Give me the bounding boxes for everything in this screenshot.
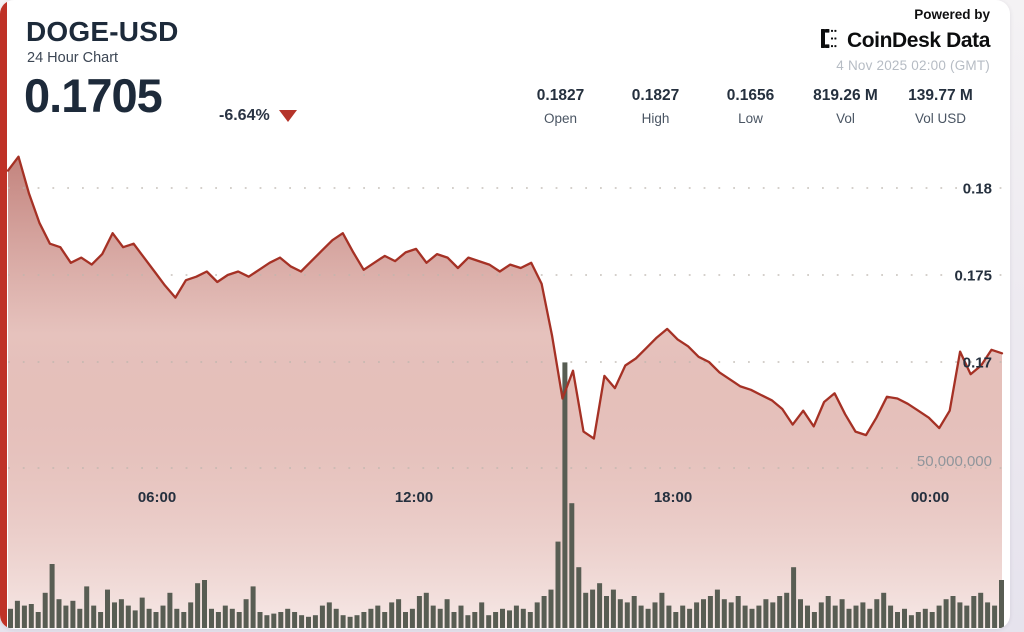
price-change: -6.64% (219, 107, 297, 125)
stat-high: 0.1827 High (608, 87, 703, 126)
stats-row: 0.1827 Open 0.1827 High 0.1656 Low 819.2… (513, 87, 988, 126)
stat-open: 0.1827 Open (513, 87, 608, 126)
stat-vol-usd-value: 139.77 M (908, 87, 973, 104)
x-axis-tick: 18:00 (654, 489, 692, 506)
stat-open-value: 0.1827 (536, 87, 585, 104)
y-axis-tick: 0.175 (954, 268, 992, 285)
chart-subtitle: 24 Hour Chart (27, 50, 119, 66)
timestamp: 4 Nov 2025 02:00 (GMT) (836, 58, 990, 73)
current-price: 0.1705 (24, 69, 163, 122)
x-axis-tick: 00:00 (911, 489, 949, 506)
stat-high-label: High (641, 111, 670, 126)
stat-low-label: Low (738, 111, 763, 126)
arrow-down-icon (278, 110, 297, 122)
stat-low-value: 0.1656 (726, 87, 775, 104)
provider-name: CoinDesk Data (846, 29, 990, 52)
chart-canvas[interactable]: 0.18 0.175 0.17 50,000,000 06:00 12:00 18:00 00… (0, 140, 1010, 629)
x-axis-tick: 06:00 (138, 489, 176, 506)
page-title: DOGE-USD (26, 16, 179, 47)
price-change-percent: -6.64% (219, 107, 270, 124)
volume-axis-tick: 50,000,000 (917, 453, 992, 470)
stat-low: 0.1656 Low (703, 87, 798, 126)
stat-vol-label: Vol (836, 111, 855, 126)
powered-by-label: Powered by (914, 7, 990, 22)
coindesk-logo-icon (820, 29, 840, 53)
price-volume-chart[interactable]: 0.18 0.175 0.17 50,000,000 06:00 12:00 18:00 00… (0, 140, 1010, 629)
stat-vol-usd-label: Vol USD (914, 111, 967, 126)
stat-open-label: Open (543, 111, 578, 126)
x-axis-tick: 12:00 (395, 489, 433, 506)
y-axis-tick: 0.17 (963, 355, 992, 372)
stat-vol-value: 819.26 M (813, 87, 878, 104)
stat-high-value: 0.1827 (631, 87, 680, 104)
stat-vol: 819.26 M Vol (798, 87, 893, 126)
stat-vol-usd: 139.77 M Vol USD (893, 87, 988, 126)
y-axis-tick: 0.18 (963, 181, 992, 198)
provider-block: Powered by CoinDes (820, 7, 990, 73)
red-accent-stripe (0, 0, 7, 629)
